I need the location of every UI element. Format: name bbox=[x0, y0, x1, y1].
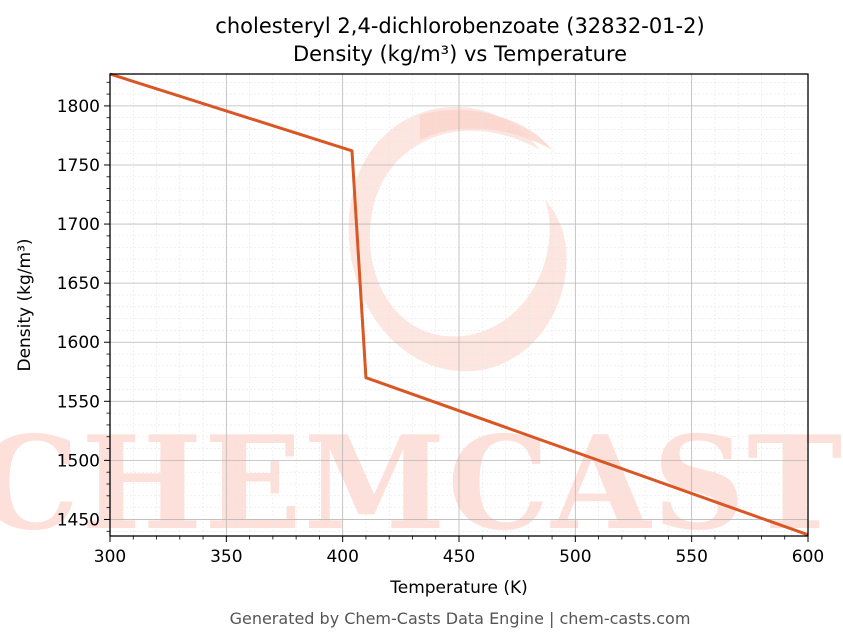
x-tick-label: 550 bbox=[675, 547, 707, 567]
chart-subtitle: Density (kg/m³) vs Temperature bbox=[293, 42, 627, 66]
series-layer bbox=[109, 72, 809, 537]
watermark-swirl bbox=[348, 106, 567, 372]
x-tick-label: 600 bbox=[792, 547, 824, 567]
watermark-logo: CHEMCASTS bbox=[0, 106, 843, 559]
x-tick-label: 350 bbox=[210, 547, 242, 567]
y-tick-label: 1750 bbox=[57, 156, 100, 176]
y-tick-label: 1500 bbox=[57, 451, 100, 471]
x-tick-label: 500 bbox=[559, 547, 591, 567]
y-tick-label: 1800 bbox=[57, 97, 100, 117]
y-tick-label: 1600 bbox=[57, 333, 100, 353]
x-axis-label: Temperature (K) bbox=[389, 578, 528, 598]
chart-title: cholesteryl 2,4-dichlorobenzoate (32832-… bbox=[215, 14, 704, 38]
y-tick-label: 1550 bbox=[57, 392, 100, 412]
x-axis: 300 350 400 450 500 550 600 bbox=[94, 536, 824, 567]
watermark-swirl-inner bbox=[420, 109, 552, 150]
y-tick-label: 1450 bbox=[57, 510, 100, 530]
y-tick-label: 1700 bbox=[57, 215, 100, 235]
y-axis-label: Density (kg/m³) bbox=[15, 238, 35, 371]
density-line bbox=[109, 72, 809, 537]
x-tick-label: 300 bbox=[94, 547, 126, 567]
footer-credit: Generated by Chem-Casts Data Engine | ch… bbox=[230, 609, 691, 628]
y-tick-label: 1650 bbox=[57, 274, 100, 294]
y-axis: 1450 1500 1550 1600 1650 1700 1750 1800 bbox=[57, 81, 110, 532]
x-tick-label: 450 bbox=[443, 547, 475, 567]
x-tick-label: 400 bbox=[326, 547, 358, 567]
